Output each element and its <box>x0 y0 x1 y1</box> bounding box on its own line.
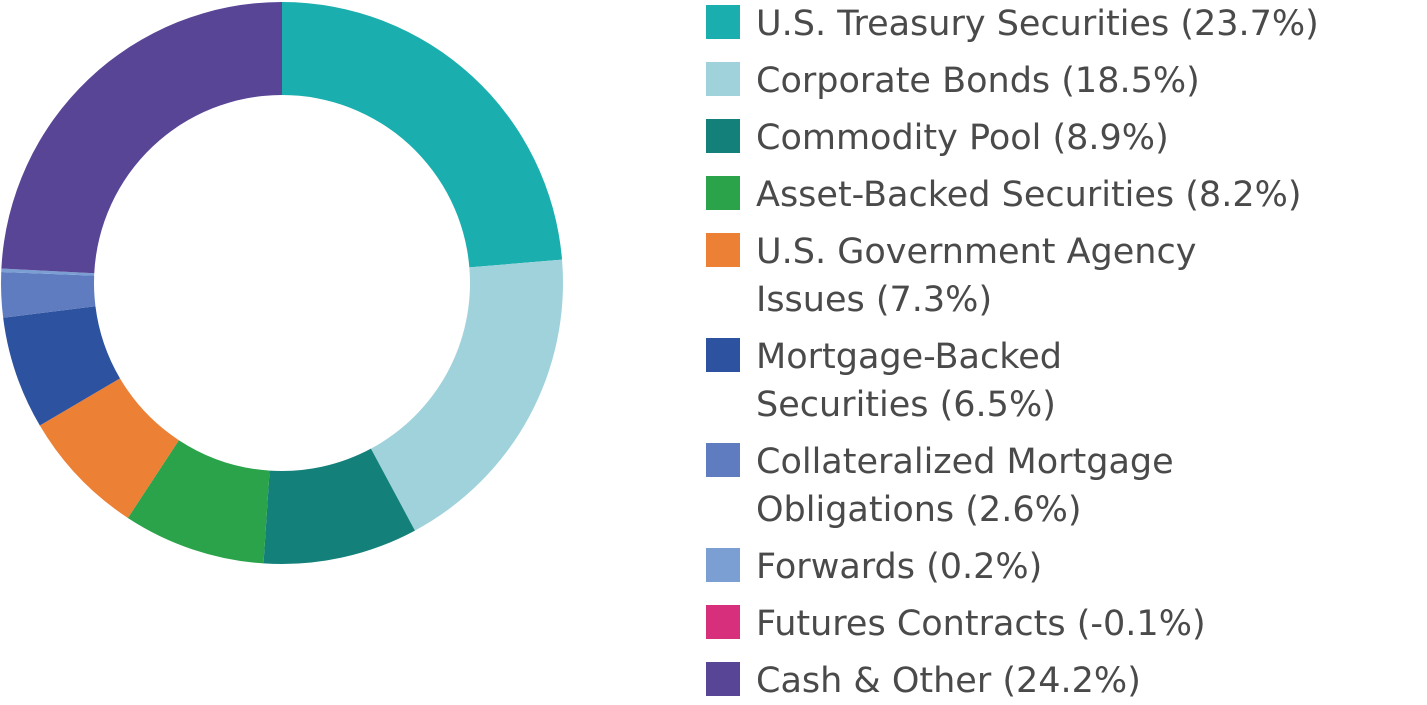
legend-label: Corporate Bonds (18.5%) <box>756 61 1200 101</box>
legend-label: U.S. Government Agency Issues (7.3%) <box>756 232 1197 320</box>
light-blue-swatch-icon <box>706 62 740 96</box>
donut-slice-1 <box>370 259 563 531</box>
green-swatch-icon <box>706 176 740 210</box>
donut-slice-0 <box>282 2 563 268</box>
donut-slice-4 <box>39 378 179 518</box>
periwinkle-swatch-icon <box>706 443 740 477</box>
legend-label: Futures Contracts (-0.1%) <box>756 604 1206 644</box>
donut-slice-5 <box>3 306 120 426</box>
navy-swatch-icon <box>706 338 740 372</box>
legend-label: Cash & Other (24.2%) <box>756 661 1141 701</box>
legend-label: Forwards (0.2%) <box>756 547 1043 587</box>
legend-label: Commodity Pool (8.9%) <box>756 118 1169 158</box>
donut-slice-2 <box>263 448 415 564</box>
donut-slice-3 <box>127 440 270 564</box>
legend-label: Collateralized Mortgage Obligations (2.6… <box>756 442 1174 530</box>
dark-teal-swatch-icon <box>706 119 740 153</box>
legend-label: U.S. Treasury Securities (23.7%) <box>756 4 1319 44</box>
donut-chart <box>0 2 563 564</box>
donut-slice-6 <box>0 271 96 318</box>
donut-slice-9 <box>1 2 283 274</box>
orange-swatch-icon <box>706 233 740 267</box>
magenta-swatch-icon <box>706 605 740 639</box>
sky-blue-swatch-icon <box>706 548 740 582</box>
legend-label: Mortgage-Backed Securities (6.5%) <box>756 337 1062 425</box>
legend-label: Asset-Backed Securities (8.2%) <box>756 175 1302 215</box>
donut-slice-7 <box>1 268 95 276</box>
teal-swatch-icon <box>706 5 740 39</box>
purple-swatch-icon <box>706 662 740 696</box>
